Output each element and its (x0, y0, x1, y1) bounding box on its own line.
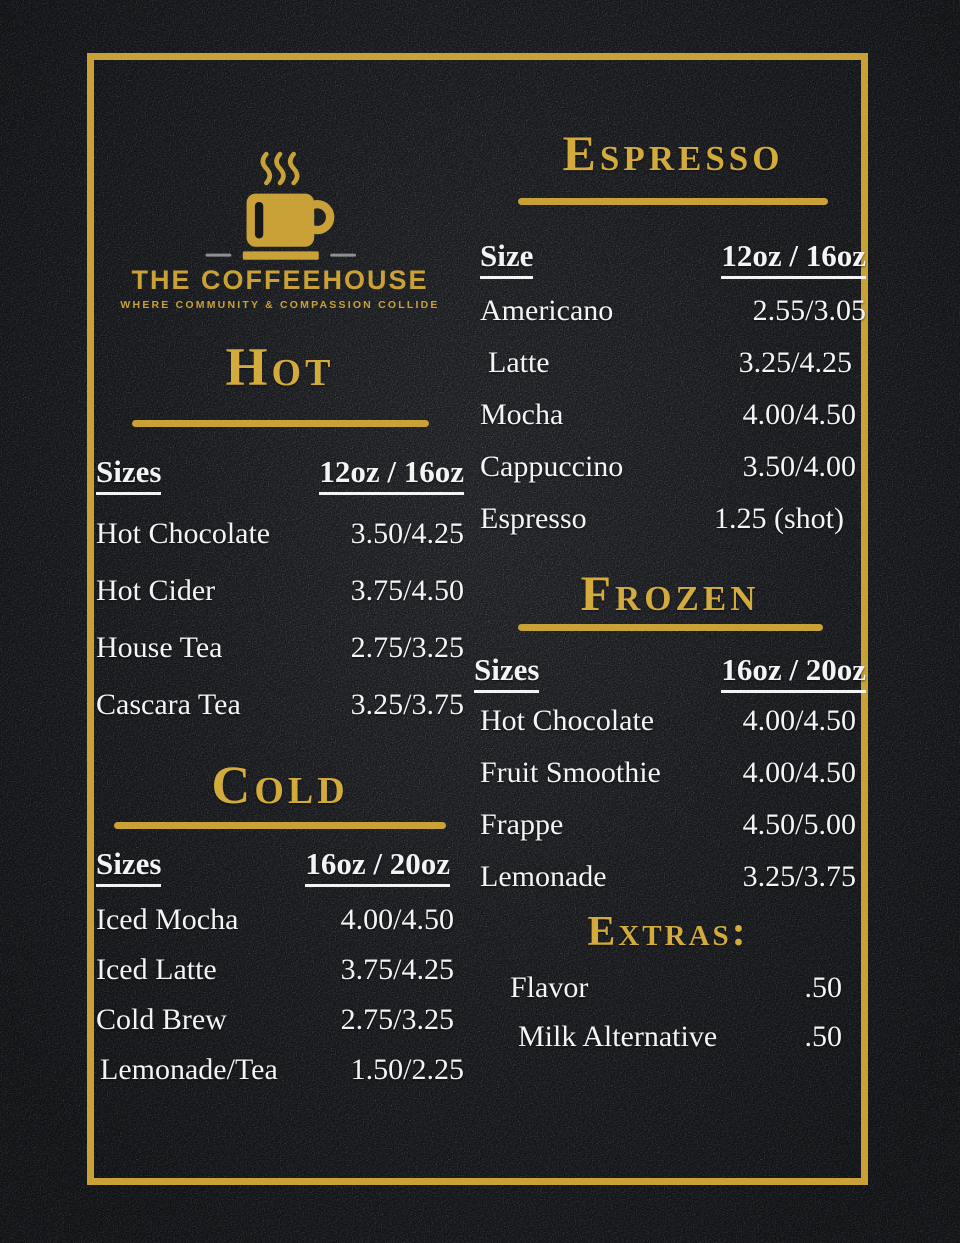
menu-row: Americano 2.55/3.05 (480, 285, 866, 337)
item-price: 1.25 (shot) (714, 502, 844, 535)
menu-row: Iced Mocha 4.00/4.50 (96, 895, 464, 945)
menu-row: Lemonade/Tea 1.50/2.25 (96, 1045, 464, 1095)
espresso-title: Espresso (562, 125, 784, 181)
menu-row: Hot Chocolate 4.00/4.50 (474, 695, 866, 747)
item-name: Cascara Tea (96, 687, 241, 721)
extras-title: Extras: (587, 909, 749, 955)
item-name: Americano (480, 294, 614, 327)
item-price: 4.00/4.50 (742, 756, 856, 789)
cold-header-row: Sizes 16oz / 20oz (96, 845, 464, 887)
hot-header-row: Sizes 12oz / 16oz (96, 453, 464, 495)
item-price: 3.50/4.00 (742, 450, 856, 483)
espresso-section: Espresso Size 12oz / 16oz Americano 2.55… (480, 126, 866, 545)
cold-price-header: 16oz / 20oz (305, 846, 450, 887)
menu-row: Flavor .50 (480, 963, 856, 1012)
hot-title: Hot (225, 337, 335, 397)
hot-price-header: 12oz / 16oz (319, 454, 464, 495)
item-name: Frappe (480, 808, 564, 841)
item-price: .50 (804, 970, 843, 1004)
frozen-size-header: Sizes (474, 652, 540, 693)
item-name: Espresso (480, 502, 587, 535)
cold-items: Iced Mocha 4.00/4.50 Iced Latte 3.75/4.2… (96, 895, 464, 1095)
menu-row: Cascara Tea 3.25/3.75 (96, 676, 464, 733)
menu-row: Hot Chocolate 3.50/4.25 (96, 505, 464, 562)
espresso-divider (518, 198, 828, 205)
hot-section: Hot Sizes 12oz / 16oz Hot Chocolate 3.50… (96, 338, 464, 733)
item-name: Cappuccino (480, 450, 624, 483)
item-name: Hot Chocolate (96, 516, 271, 550)
menu-row: Cappuccino 3.50/4.00 (480, 441, 866, 493)
item-price: 4.00/4.50 (742, 704, 856, 737)
item-price: 2.75/3.25 (350, 630, 464, 664)
coffee-cup-icon (205, 151, 356, 260)
item-name: Iced Mocha (96, 903, 239, 937)
logo-tagline: WHERE COMMUNITY & COMPASSION COLLIDE (120, 299, 440, 311)
item-name: Hot Cider (96, 573, 216, 607)
item-name: Iced Latte (96, 953, 217, 987)
frozen-items: Hot Chocolate 4.00/4.50 Fruit Smoothie 4… (474, 695, 866, 903)
item-price: 4.00/4.50 (742, 398, 856, 431)
menu-row: Mocha 4.00/4.50 (480, 389, 866, 441)
item-price: 3.75/4.50 (350, 573, 464, 607)
item-price: 3.25/3.75 (350, 687, 464, 721)
item-name: Hot Chocolate (480, 704, 655, 737)
item-price: 2.75/3.25 (340, 1003, 454, 1037)
item-price: 3.25/4.25 (738, 346, 852, 379)
item-name: Milk Alternative (518, 1019, 718, 1053)
cold-title: Cold (211, 755, 349, 815)
menu-row: Espresso 1.25 (shot) (480, 493, 866, 545)
menu-row: Hot Cider 3.75/4.50 (96, 562, 464, 619)
menu-row: Milk Alternative .50 (480, 1012, 856, 1061)
hot-divider (131, 420, 429, 428)
hot-items: Hot Chocolate 3.50/4.25 Hot Cider 3.75/4… (96, 505, 464, 733)
item-price: 4.50/5.00 (742, 808, 856, 841)
menu-row: House Tea 2.75/3.25 (96, 619, 464, 676)
cold-divider (114, 822, 446, 830)
frozen-header-row: Sizes 16oz / 20oz (474, 651, 866, 693)
logo-block: THE COFFEEHOUSE WHERE COMMUNITY & COMPAS… (96, 148, 464, 311)
menu-row: Frappe 4.50/5.00 (474, 799, 866, 851)
cold-size-header: Sizes (96, 846, 162, 887)
item-price: .50 (804, 1019, 843, 1053)
item-name: House Tea (96, 630, 223, 664)
item-name: Flavor (510, 970, 589, 1004)
menu-row: Iced Latte 3.75/4.25 (96, 945, 464, 995)
item-price: 1.50/2.25 (350, 1053, 464, 1087)
menu-row: Fruit Smoothie 4.00/4.50 (474, 747, 866, 799)
menu-row: Latte 3.25/4.25 (480, 337, 866, 389)
espresso-header-row: Size 12oz / 16oz (480, 237, 866, 279)
frozen-price-header: 16oz / 20oz (721, 652, 866, 693)
cold-section: Cold Sizes 16oz / 20oz Iced Mocha 4.00/4… (96, 756, 464, 1095)
item-name: Mocha (480, 398, 564, 431)
extras-section: Extras: Flavor .50 Milk Alternative .50 (480, 909, 856, 1061)
item-price: 3.25/3.75 (742, 860, 856, 893)
item-name: Fruit Smoothie (480, 756, 661, 789)
menu-row: Cold Brew 2.75/3.25 (96, 995, 464, 1045)
espresso-size-header: Size (480, 238, 534, 279)
steam-icon (260, 151, 300, 186)
frozen-section: Frozen Sizes 16oz / 20oz Hot Chocolate 4… (474, 566, 866, 903)
frozen-title: Frozen (580, 565, 760, 621)
logo-wordmark: THE COFFEEHOUSE (131, 265, 429, 295)
hot-size-header: Sizes (96, 454, 162, 495)
item-name: Latte (488, 346, 550, 379)
item-name: Lemonade (480, 860, 607, 893)
menu-row: Lemonade 3.25/3.75 (474, 851, 866, 903)
item-price: 4.00/4.50 (340, 903, 454, 937)
frozen-divider (517, 624, 823, 631)
espresso-items: Americano 2.55/3.05 Latte 3.25/4.25 Moch… (480, 285, 866, 545)
item-name: Lemonade/Tea (100, 1053, 278, 1087)
item-price: 3.75/4.25 (340, 953, 454, 987)
item-price: 3.50/4.25 (350, 516, 464, 550)
item-price: 2.55/3.05 (752, 294, 866, 327)
extras-items: Flavor .50 Milk Alternative .50 (480, 963, 856, 1061)
espresso-price-header: 12oz / 16oz (721, 238, 866, 279)
item-name: Cold Brew (96, 1003, 227, 1037)
